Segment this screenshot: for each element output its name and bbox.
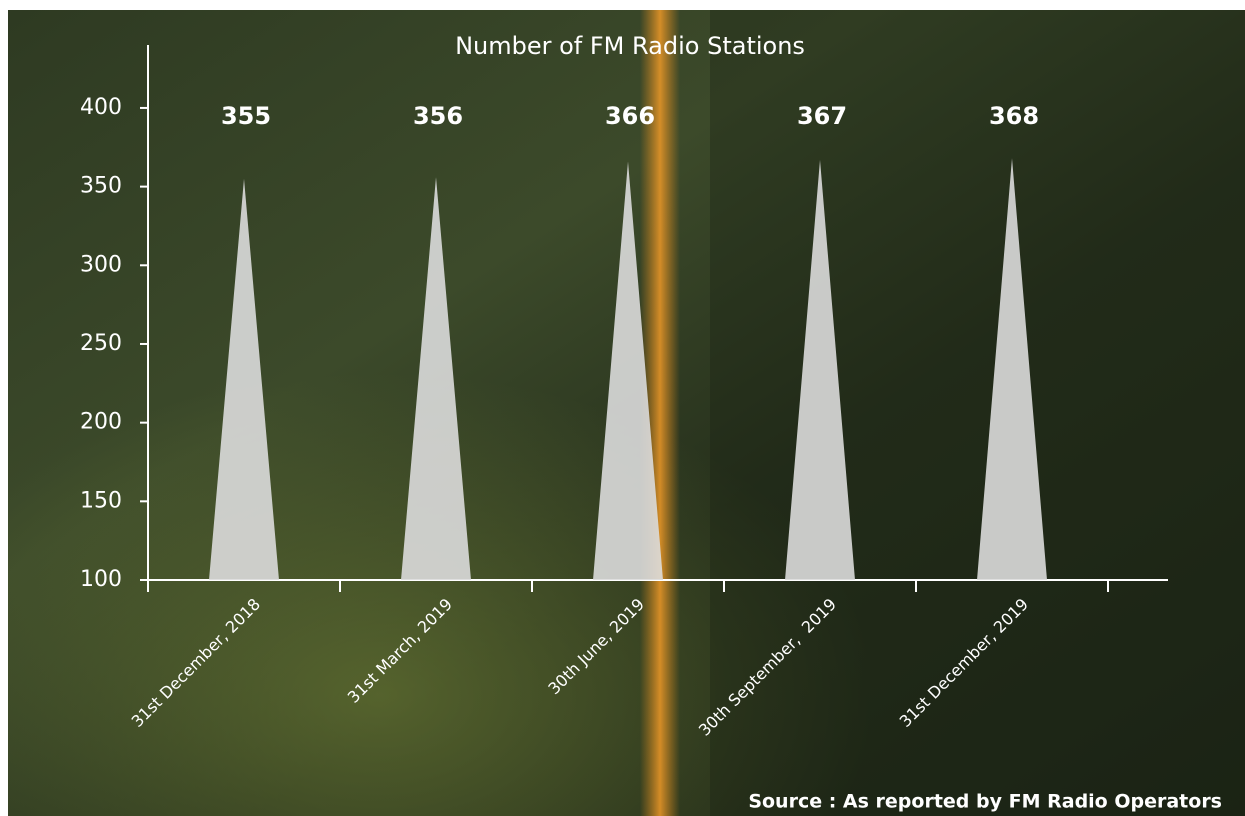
- y-tick-label: 100: [80, 567, 122, 592]
- data-label: 368: [989, 102, 1039, 130]
- y-tick-label: 200: [80, 410, 122, 435]
- source-note: Source : As reported by FM Radio Operato…: [748, 791, 1222, 813]
- y-tick-label: 400: [80, 95, 122, 120]
- data-label: 356: [413, 102, 463, 130]
- y-tick-label: 150: [80, 488, 122, 513]
- chart-title: Number of FM Radio Stations: [455, 32, 805, 60]
- bar: [593, 161, 663, 581]
- data-label: 366: [605, 102, 655, 130]
- data-label: 367: [797, 102, 847, 130]
- y-tick-label: 300: [80, 252, 122, 277]
- data-label: 355: [221, 102, 271, 130]
- y-tick-label: 350: [80, 174, 122, 199]
- bar: [209, 178, 279, 580]
- bar: [785, 159, 855, 580]
- y-tick-label: 250: [80, 331, 122, 356]
- bar: [401, 177, 471, 581]
- bar: [977, 158, 1047, 580]
